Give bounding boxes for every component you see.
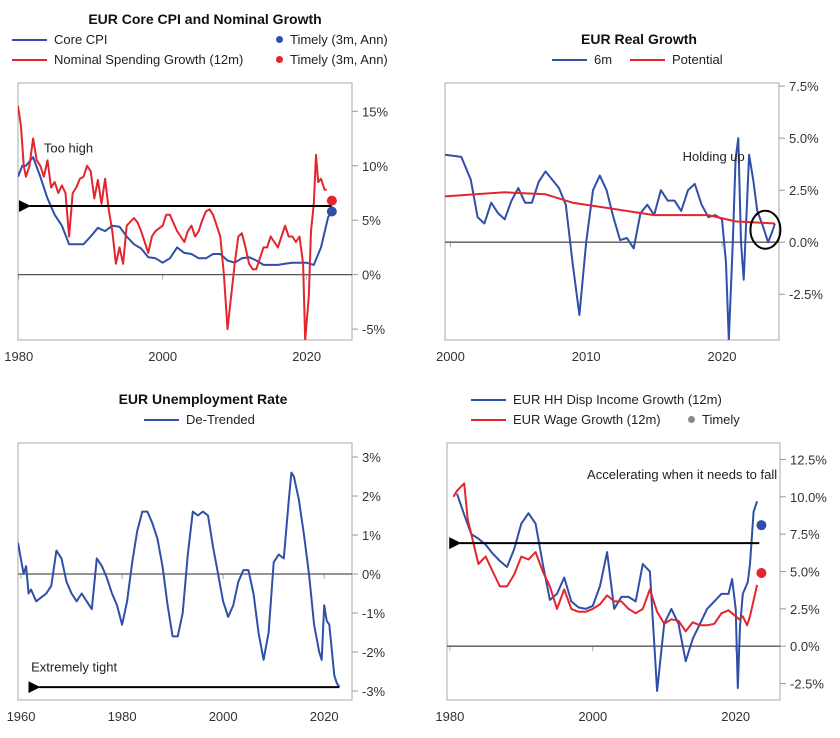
timely-marker-red: [326, 195, 337, 206]
y-tick-label: -3%: [362, 684, 386, 699]
timely-marker-blue: [326, 206, 337, 217]
x-tick-label: 2000: [436, 349, 465, 364]
y-tick-label: 5%: [362, 213, 381, 228]
legend-item-nominal-spending: Nominal Spending Growth (12m): [12, 52, 243, 67]
y-tick-label: 15%: [362, 104, 388, 119]
legend-item-timely-blue: Timely (3m, Ann): [276, 32, 388, 47]
plot-frame: [444, 82, 780, 341]
x-tick-label: 2000: [578, 709, 607, 724]
red-line-swatch-icon: [630, 58, 665, 61]
y-tick-label: -5%: [362, 322, 386, 337]
series-line-eur-hh-disp-income-growth-12m-: [456, 493, 759, 692]
legend-item-wage-growth: EUR Wage Growth (12m): [471, 412, 661, 427]
y-tick-label: 2.5%: [789, 183, 819, 198]
blue-line-swatch-icon: [552, 58, 587, 61]
y-tick-label: 7.5%: [789, 79, 819, 94]
chart-title: EUR Real Growth: [581, 31, 697, 47]
y-tick-label: 10%: [362, 159, 388, 174]
series-line-potential: [445, 191, 775, 225]
x-tick-label: 2020: [721, 709, 750, 724]
y-tick-label: -2%: [362, 645, 386, 660]
legend-item-hh-income: EUR HH Disp Income Growth (12m): [471, 392, 722, 407]
x-tick-label: 2000: [209, 709, 238, 724]
legend-label: EUR HH Disp Income Growth (12m): [513, 392, 722, 407]
legend-item-timely: Timely: [688, 412, 740, 427]
y-tick-label: 0%: [362, 268, 381, 283]
legend-item-potential: Potential: [630, 52, 723, 67]
y-tick-label: 7.5%: [790, 527, 820, 542]
y-tick-label: 5.0%: [790, 565, 820, 580]
legend-item-core-cpi: Core CPI: [12, 32, 107, 47]
legend-item-de-trended: De-Trended: [144, 412, 255, 427]
timely-marker-red: [756, 567, 767, 578]
chart-title: EUR Unemployment Rate: [118, 391, 288, 407]
series-line-nominal-spending-growth-12m-: [18, 105, 327, 340]
y-tick-label: 0.0%: [790, 639, 820, 654]
blue-line-swatch-icon: [471, 398, 506, 401]
legend-label: EUR Wage Growth (12m): [513, 412, 661, 427]
timely-marker-blue: [756, 520, 767, 531]
x-tick-label: 2010: [572, 349, 601, 364]
y-tick-label: 1%: [362, 528, 381, 543]
x-tick-label: 2020: [292, 349, 321, 364]
y-tick-label: 12.5%: [790, 452, 827, 467]
legend-label: Potential: [672, 52, 723, 67]
x-tick-label: 2000: [148, 349, 177, 364]
y-tick-label: 0%: [362, 567, 381, 582]
x-tick-label: 1960: [7, 709, 36, 724]
red-line-swatch-icon: [471, 418, 506, 421]
legend-item-timely-red: Timely (3m, Ann): [276, 52, 388, 67]
red-line-swatch-icon: [12, 58, 47, 61]
y-tick-label: -1%: [362, 606, 386, 621]
series-group: [452, 482, 759, 692]
chart-2: 7.5% 5.0% 2.5% 0.0% -2.5% 2000 2010 2020 Holding…: [436, 79, 823, 364]
red-dot-icon: [276, 56, 283, 63]
legend-label: Nominal Spending Growth (12m): [54, 52, 244, 67]
series-line-eur-wage-growth-12m-: [452, 482, 759, 633]
chart-4: 12.5% 10.0% 7.5% 5.0% 2.5% 0.0% -2.5% 1980 2000 2…: [435, 442, 827, 724]
grey-dot-icon: [688, 416, 695, 423]
y-tick-label: 10.0%: [790, 490, 827, 505]
y-tick-label: 2%: [362, 489, 381, 504]
legend-label: Timely (3m, Ann): [290, 52, 388, 67]
blue-line-swatch-icon: [144, 418, 179, 421]
blue-line-swatch-icon: [12, 38, 47, 41]
plot-frame: [17, 82, 353, 341]
y-tick-label: 2.5%: [790, 602, 820, 617]
series-group: [445, 137, 776, 340]
legend-label: 6m: [594, 52, 613, 67]
annotation-label: Accelerating when it needs to fall: [587, 467, 777, 482]
chart-3: 3% 2% 1% 0% -1% -2% -3% 1960 1980 2000 2020 Extreme…: [7, 442, 386, 724]
annotation-label: Holding up: [683, 149, 745, 164]
series-group: [18, 105, 332, 340]
legend-label: Timely (3m, Ann): [290, 32, 388, 47]
annotation-label: Extremely tight: [31, 660, 117, 675]
y-tick-label: 3%: [362, 450, 381, 465]
legend-label: Core CPI: [54, 32, 108, 47]
highlight-circle: [749, 209, 782, 250]
chart-1: 15% 10% 5% 0% -5% 1980 2000 2020 Too high: [4, 82, 388, 364]
chart-title: EUR Core CPI and Nominal Growth: [88, 11, 322, 27]
y-tick-label: 0.0%: [789, 235, 819, 250]
series-line-6m: [445, 137, 776, 340]
legend-item-6m: 6m: [552, 52, 612, 67]
y-tick-label: -2.5%: [790, 677, 824, 692]
y-tick-label: 5.0%: [789, 131, 819, 146]
plot-frame: [17, 442, 353, 701]
x-tick-label: 1980: [4, 349, 33, 364]
series-line-de-trended: [18, 471, 341, 688]
series-line-core-cpi: [18, 156, 332, 266]
x-tick-label: 2020: [310, 709, 339, 724]
annotation-label: Too high: [44, 141, 93, 156]
legend-label: Timely: [702, 412, 740, 427]
y-tick-label: -2.5%: [789, 287, 823, 302]
blue-dot-icon: [276, 36, 283, 43]
x-tick-label: 2020: [708, 349, 737, 364]
series-group: [18, 471, 341, 688]
x-tick-label: 1980: [108, 709, 137, 724]
x-tick-label: 1980: [435, 709, 464, 724]
legend-label: De-Trended: [186, 412, 255, 427]
